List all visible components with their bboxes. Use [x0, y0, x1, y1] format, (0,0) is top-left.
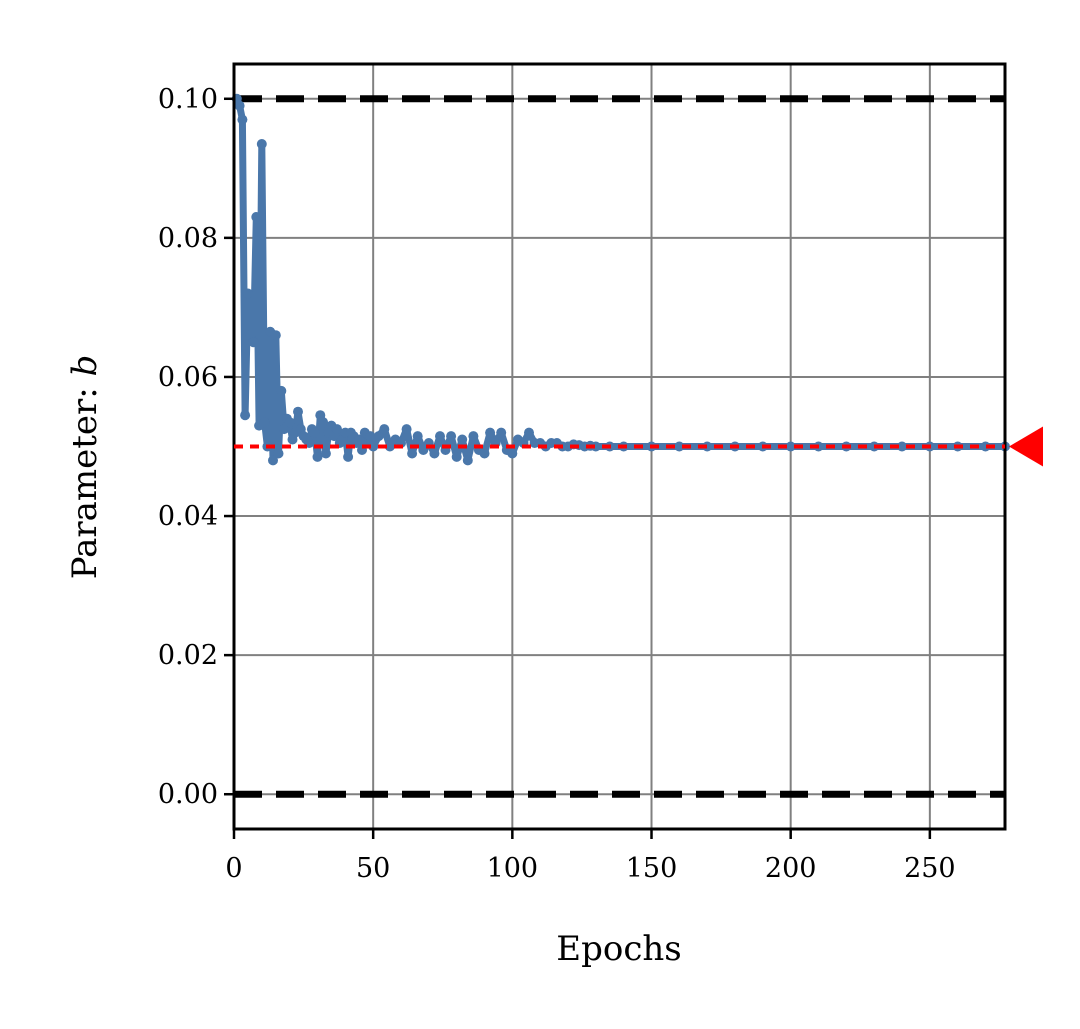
target-marker	[1009, 426, 1043, 467]
data-point	[320, 448, 331, 459]
data-point	[284, 417, 295, 428]
data-point	[507, 448, 518, 459]
data-point	[312, 451, 323, 462]
data-point	[479, 448, 490, 459]
data-point	[485, 427, 496, 438]
x-tick-label: 150	[626, 853, 678, 884]
data-point	[276, 385, 287, 396]
series-line	[233, 95, 1009, 464]
data-point	[446, 431, 457, 442]
data-point	[496, 427, 507, 438]
data-point	[318, 417, 329, 428]
data-point	[435, 431, 445, 442]
data-point	[270, 330, 281, 341]
y-tick-label: 0.04	[158, 501, 218, 532]
x-tick-label: 0	[225, 853, 242, 884]
data-point	[368, 441, 379, 452]
data-point	[234, 100, 245, 111]
x-tick-label: 200	[765, 853, 817, 884]
data-point	[524, 427, 534, 438]
data-point	[451, 451, 462, 462]
data-point	[343, 451, 354, 462]
y-axis-symbol: b	[65, 355, 105, 377]
data-point	[332, 424, 342, 435]
data-point	[401, 424, 412, 435]
data-point	[590, 441, 601, 452]
data-point	[240, 410, 251, 421]
x-axis-label: Epochs	[556, 929, 681, 969]
data-point	[702, 441, 713, 452]
data-point	[897, 441, 907, 452]
data-point	[248, 337, 259, 348]
y-tick-label: 0.06	[158, 362, 218, 393]
data-point	[256, 139, 267, 149]
y-tick-label: 0.02	[158, 640, 218, 671]
data-point	[407, 448, 418, 459]
x-tick-label: 100	[487, 853, 539, 884]
data-point	[379, 424, 390, 435]
data-point	[674, 441, 685, 452]
x-tick-label: 250	[904, 853, 956, 884]
data-point	[418, 445, 429, 455]
data-point	[251, 212, 262, 222]
x-tick-label: 50	[356, 853, 390, 884]
data-point	[242, 288, 253, 299]
data-point	[373, 431, 384, 442]
data-point	[279, 424, 290, 435]
y-axis-label: Parameter: b	[65, 355, 105, 580]
data-point	[237, 114, 248, 125]
data-point	[412, 431, 423, 442]
data-point	[384, 441, 395, 452]
y-tick-label: 0.08	[158, 223, 218, 254]
data-point	[273, 448, 284, 459]
data-point	[268, 455, 278, 466]
bound-lines	[234, 95, 1005, 798]
data-point	[259, 417, 270, 428]
data-point	[980, 441, 991, 452]
y-tick-label: 0.00	[158, 779, 218, 810]
data-point	[457, 434, 468, 445]
data-point	[785, 441, 796, 452]
data-point	[354, 434, 365, 445]
data-point	[429, 448, 440, 459]
axis-ticks: 0 50 100 150 200 250 0.00 0.02 0.04 0.06 0.08 0.10	[158, 84, 956, 884]
data-point	[293, 406, 303, 417]
data-point	[309, 427, 320, 438]
series-layer	[231, 93, 1010, 466]
data-point	[468, 431, 479, 442]
data-point	[365, 431, 376, 442]
y-tick-label: 0.10	[158, 84, 218, 115]
data-point	[462, 455, 473, 466]
